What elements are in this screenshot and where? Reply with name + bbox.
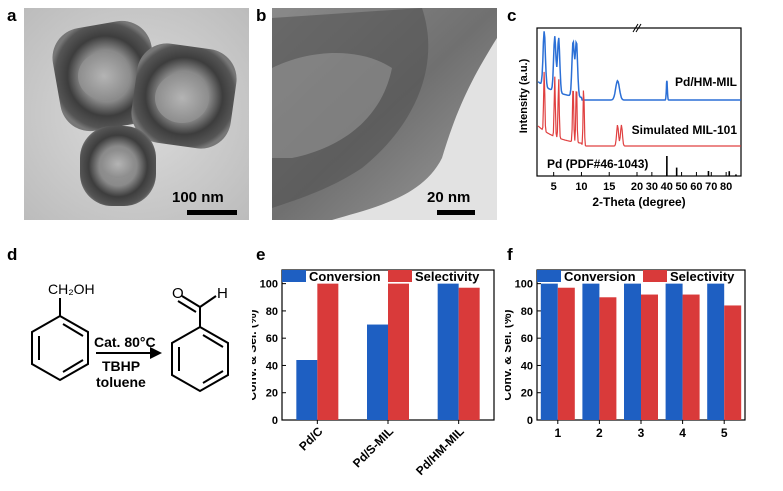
legend-conversion-label: Conversion: [309, 269, 381, 284]
bar-conversion: [624, 283, 641, 420]
xrd-xtick-label: 70: [705, 181, 717, 193]
tem-particles-a: [24, 8, 249, 220]
bar-selectivity: [641, 294, 658, 420]
condition-solvent: toluene: [96, 374, 146, 390]
bar-ytick-label: 0: [272, 415, 278, 427]
bar-ytick-label: 20: [266, 388, 278, 400]
xrd-xtick-label: 5: [551, 181, 557, 193]
panel-label-b: b: [256, 6, 267, 25]
bar-selectivity: [599, 297, 617, 420]
xrd-line-pd-hm-mil: [537, 31, 741, 101]
xrd-legend-pd-reference: Pd (PDF#46-1043): [547, 157, 648, 171]
bar-ylabel: Conv. & Sel. (%): [505, 309, 514, 400]
scale-bar-b: [437, 210, 475, 215]
xrd-chart: 5 10 15 20 30 40 50 60 70 80 2-Theta (degree) Inten…: [518, 23, 742, 209]
xrd-legend-pd-hm-mil: Pd/HM-MIL: [675, 75, 737, 89]
benzene-ring-reactant: [31, 314, 89, 382]
xrd-xtick-label: 40: [661, 181, 673, 193]
bar-category-label: 5: [721, 426, 728, 440]
panel-label-a: a: [7, 6, 17, 25]
bar-selectivity: [724, 305, 742, 420]
bar-conversion: [707, 283, 725, 420]
bar-chart-recycling: 0 20 40 60 80 100 Conv. & Sel. (%) 1 2 3 4 5 Convers…: [505, 269, 746, 440]
bar-category-label: 3: [638, 426, 645, 440]
legend-conversion-swatch: [537, 270, 561, 282]
bar-selectivity: [458, 287, 480, 420]
xrd-xtick-label: 50: [675, 181, 687, 193]
scale-label-a: 100 nm: [172, 189, 224, 206]
axis-break-mark: [632, 23, 639, 33]
bar-selectivity: [317, 283, 339, 420]
bar-category-label: Pd/C: [296, 424, 325, 453]
xrd-xtick-label: 10: [575, 181, 587, 193]
bar-conversion: [665, 283, 683, 420]
panel-label-f: f: [507, 245, 513, 264]
panel-label-c: c: [507, 6, 517, 25]
product-h: H: [217, 285, 228, 302]
legend-selectivity-label: Selectivity: [670, 269, 735, 284]
bar-selectivity: [557, 287, 575, 420]
bar-ytick-label: 100: [515, 279, 533, 291]
panel-label-d: d: [7, 245, 18, 264]
xrd-xtick-label: 20: [631, 181, 643, 193]
bar-category-label: 2: [596, 426, 603, 440]
xrd-xtick-label: 60: [690, 181, 702, 193]
tem-image-a: [24, 8, 249, 220]
bar-ytick-label: 100: [260, 279, 278, 291]
legend-conversion-label: Conversion: [564, 269, 636, 284]
bar-ytick-label: 40: [521, 360, 533, 372]
bar-ytick-label: 60: [521, 333, 533, 345]
bar-category-label: 1: [554, 426, 561, 440]
xrd-xtick-label: 15: [603, 181, 615, 193]
xrd-legend-simulated: Simulated MIL-101: [632, 123, 738, 137]
bar-ytick-label: 80: [521, 306, 533, 318]
bar-category-label: Pd/HM-MIL: [413, 424, 467, 478]
xrd-xlabel: 2-Theta (degree): [592, 195, 685, 209]
bar-conversion: [367, 324, 388, 420]
scale-label-b: 20 nm: [427, 189, 471, 206]
legend-selectivity-swatch: [388, 270, 412, 282]
bar-category-label: 4: [679, 426, 686, 440]
scale-bar-a: [187, 210, 237, 215]
legend-conversion-swatch: [282, 270, 306, 282]
condition-catalyst-temp: Cat. 80°C: [94, 334, 156, 350]
bar-selectivity: [682, 294, 700, 420]
benzene-ring-product: [171, 325, 229, 393]
legend-selectivity-label: Selectivity: [415, 269, 480, 284]
xrd-line-simulated-mil101: [537, 71, 741, 147]
bar-ytick-label: 80: [266, 306, 278, 318]
tem-image-b: [272, 8, 497, 220]
tem-particle-edge-b: [272, 8, 497, 220]
bar-conversion: [540, 283, 558, 420]
bar-conversion: [296, 360, 318, 420]
condition-oxidant: TBHP: [102, 358, 141, 374]
bar-conversion: [437, 283, 459, 420]
axis-break-mark: [635, 23, 642, 33]
bar-ytick-label: 0: [527, 415, 533, 427]
legend-selectivity-swatch: [643, 270, 667, 282]
xrd-xtick-label: 80: [720, 181, 732, 193]
bar-ytick-label: 60: [266, 333, 278, 345]
bar-ytick-label: 40: [266, 360, 278, 372]
bar-conversion: [582, 283, 600, 420]
xrd-ylabel: Intensity (a.u.): [518, 58, 530, 133]
bar-ytick-label: 20: [521, 388, 533, 400]
xrd-frame: [536, 27, 742, 177]
xrd-xtick-label: 30: [646, 181, 658, 193]
bar-chart-catalysts: 0 20 40 60 80 100 Conv. & Sel. (%) Pd/C Pd/S-MIL…: [252, 269, 495, 478]
reactant-ch2oh: CH₂OH: [48, 281, 95, 297]
panel-label-e: e: [256, 245, 266, 264]
reaction-scheme: [31, 295, 229, 393]
bar-category-label: Pd/S-MIL: [350, 424, 396, 470]
bar-ylabel: Conv. & Sel. (%): [252, 309, 259, 400]
product-o: O: [172, 285, 184, 302]
bar-selectivity: [388, 283, 409, 420]
